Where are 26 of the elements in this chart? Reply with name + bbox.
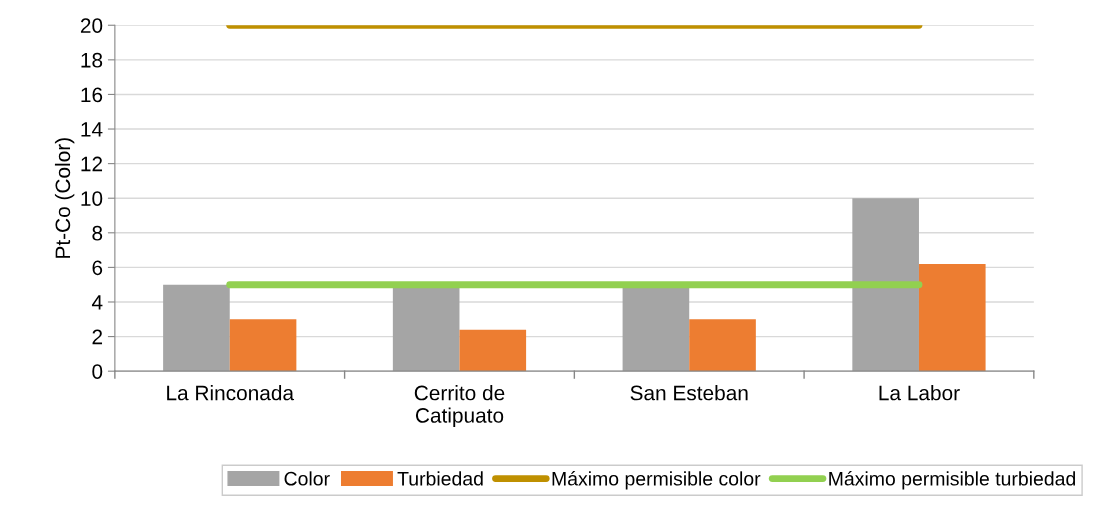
- y-tick-label: 18: [81, 52, 103, 68]
- x-tick-label: Cerrito de Catipuato: [414, 385, 505, 427]
- y-tick-label: 12: [81, 156, 103, 172]
- legend-label: Máximo permisible color: [552, 471, 761, 490]
- y-tick-label: 10: [81, 191, 103, 206]
- legend-label: Máximo permisible turbiedad: [829, 471, 1076, 490]
- x-tick-label: La Rinconada: [167, 385, 295, 401]
- y-tick-label: 4: [91, 295, 103, 310]
- y-tick-label: 8: [92, 225, 103, 241]
- bar: [163, 284, 230, 372]
- bar: [689, 319, 756, 372]
- x-tick-label: San Esteban: [630, 385, 748, 401]
- y-tick-label: 0: [92, 364, 103, 379]
- y-tick-label: 20: [80, 18, 103, 33]
- legend-label: Color: [284, 471, 330, 486]
- y-tick-label: 16: [81, 87, 103, 103]
- bar: [229, 319, 297, 372]
- y-tick-label: 2: [92, 329, 103, 345]
- y-axis-title: Pt-Co (Color): [54, 138, 75, 258]
- y-tick-label: 6: [92, 260, 103, 276]
- x-tick-label: La Labor: [879, 385, 960, 401]
- y-tick-label: 14: [81, 122, 103, 137]
- bar: [459, 329, 527, 372]
- bar: [852, 198, 919, 372]
- legend-label: Turbiedad: [397, 471, 483, 486]
- bar: [918, 263, 986, 372]
